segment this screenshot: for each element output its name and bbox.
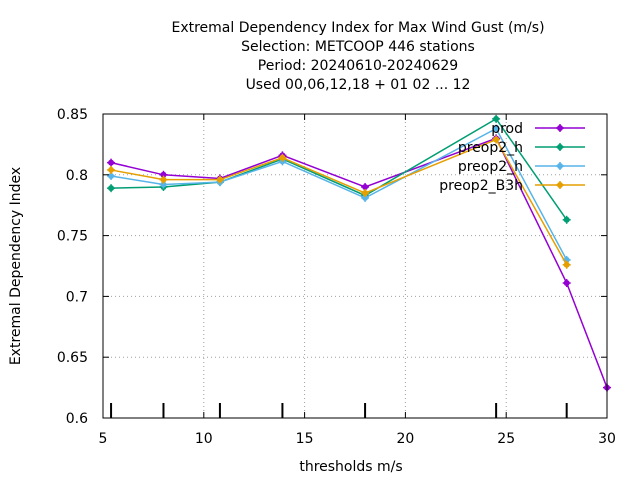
legend-label: preop2_h <box>458 140 523 156</box>
legend-marker <box>556 181 564 189</box>
threshold-marks <box>110 403 568 418</box>
legend-entry: prod <box>491 121 585 137</box>
legend-label: preop2_B3h <box>439 178 523 194</box>
axis-ticks: 5 10 15 20 25 30 0.6 0.65 0.7 0.75 0.8 0.85 <box>57 107 616 447</box>
x-tick-label: 5 <box>99 431 108 447</box>
y-tick-label: 0.7 <box>66 289 88 305</box>
x-tick-label: 15 <box>296 431 314 447</box>
series-3 <box>107 135 571 269</box>
legend-marker <box>556 162 564 170</box>
series-0 <box>107 134 611 392</box>
x-tick-label: 10 <box>195 431 213 447</box>
y-axis-label: Extremal Dependency Index <box>8 167 24 365</box>
legend-marker <box>556 124 564 132</box>
grid <box>103 114 607 418</box>
legend: prod preop2_h preop2_h preop2_B3h <box>439 121 585 194</box>
x-tick-label: 30 <box>598 431 616 447</box>
legend-label: prod <box>491 121 523 137</box>
y-tick-label: 0.65 <box>57 350 88 366</box>
title-line-2: Selection: METCOOP 446 stations <box>241 39 475 55</box>
y-tick-label: 0.8 <box>66 168 88 184</box>
data-point <box>107 165 116 174</box>
y-tick-label: 0.85 <box>57 107 88 123</box>
data-point <box>107 184 116 193</box>
title-line-1: Extremal Dependency Index for Max Wind G… <box>171 20 544 36</box>
data-point <box>562 215 571 224</box>
plot-frame <box>102 113 608 419</box>
chart-title: Extremal Dependency Index for Max Wind G… <box>171 20 544 93</box>
y-tick-label: 0.6 <box>66 411 88 427</box>
data-point <box>107 158 116 167</box>
data-point <box>492 124 501 133</box>
legend-entry: preop2_B3h <box>439 178 585 194</box>
data-point <box>215 175 224 184</box>
x-tick-label: 25 <box>497 431 515 447</box>
data-point <box>278 153 287 162</box>
legend-entry: preop2_h <box>458 159 585 175</box>
y-tick-label: 0.75 <box>57 229 88 245</box>
series-line <box>110 137 608 388</box>
data-point <box>562 260 571 269</box>
data-point <box>361 189 370 198</box>
legend-entry: preop2_h <box>458 140 585 156</box>
series-lines <box>107 114 611 392</box>
data-point <box>159 180 168 189</box>
data-point <box>492 135 501 144</box>
data-point <box>492 114 501 123</box>
x-tick-label: 20 <box>396 431 414 447</box>
legend-label: preop2_h <box>458 159 523 175</box>
legend-marker <box>556 143 564 151</box>
title-line-3: Period: 20240610-20240629 <box>258 58 458 74</box>
x-axis-label: thresholds m/s <box>299 459 402 475</box>
title-line-4: Used 00,06,12,18 + 01 02 ... 12 <box>246 77 471 93</box>
data-point <box>159 175 168 184</box>
data-point <box>562 279 571 288</box>
